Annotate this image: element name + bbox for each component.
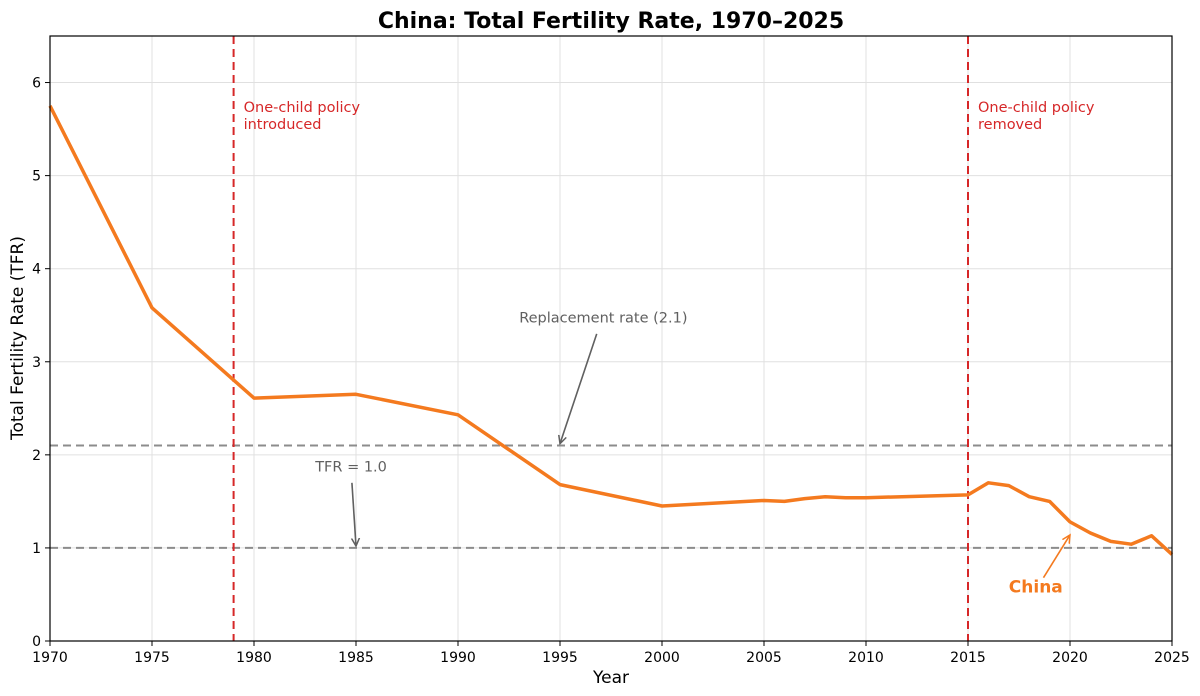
x-tick-label: 2015 <box>950 650 986 666</box>
annotation-label: Replacement rate (2.1) <box>519 311 687 327</box>
policy-label-line: One-child policy <box>244 100 361 116</box>
x-tick-label: 1995 <box>542 650 578 666</box>
x-axis-title: Year <box>592 668 629 688</box>
series-label-china: China <box>1009 578 1063 598</box>
x-tick-label: 2010 <box>848 650 884 666</box>
x-tick-label: 1985 <box>338 650 374 666</box>
x-axis-ticks: 1970 1975 1980 1985 1990 1995 2000 2005 2010 2015… <box>32 641 1190 666</box>
y-tick-label: 1 <box>32 541 41 557</box>
policy-label-line: removed <box>978 117 1042 133</box>
x-tick-label: 1980 <box>236 650 272 666</box>
x-tick-label: 2025 <box>1154 650 1190 666</box>
y-axis-ticks: 0 1 2 3 4 5 6 <box>32 76 50 650</box>
x-tick-label: 2005 <box>746 650 782 666</box>
annotation-arrow <box>352 482 356 546</box>
chart-title: China: Total Fertility Rate, 1970–2025 <box>378 9 844 34</box>
policy-label-line: One-child policy <box>978 100 1095 116</box>
series-line-china <box>48 105 1174 556</box>
policy-label-1979: One-child policy introduced <box>244 100 361 133</box>
y-tick-label: 4 <box>32 262 41 278</box>
annotation-arrow <box>1042 535 1070 579</box>
y-tick-label: 2 <box>32 448 41 464</box>
annotation-label: TFR = 1.0 <box>314 460 387 476</box>
x-tick-label: 2000 <box>644 650 680 666</box>
x-tick-label: 2020 <box>1052 650 1088 666</box>
y-tick-label: 6 <box>32 76 41 92</box>
reference-lines <box>50 444 1172 549</box>
y-tick-label: 3 <box>32 355 41 371</box>
x-tick-label: 1990 <box>440 650 476 666</box>
y-tick-label: 5 <box>32 169 41 185</box>
x-tick-label: 1970 <box>32 650 68 666</box>
plot-area-frame <box>49 35 1173 642</box>
policy-label-2015: One-child policy removed <box>978 100 1095 133</box>
x-tick-label: 1975 <box>134 650 170 666</box>
annotation-arrow <box>560 333 598 444</box>
y-axis-title: Total Fertility Rate (TFR) <box>8 236 28 441</box>
y-tick-label: 0 <box>32 634 41 650</box>
series-layer <box>48 105 1174 556</box>
annotations: Replacement rate (2.1) TFR = 1.0 China <box>314 311 1070 598</box>
policy-label-line: introduced <box>244 117 322 133</box>
